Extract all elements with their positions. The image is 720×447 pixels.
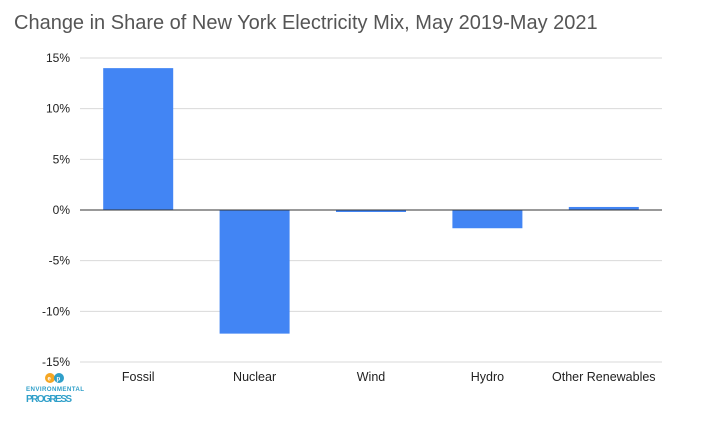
y-tick-label: -10% (42, 304, 70, 318)
x-category-label: Hydro (471, 370, 504, 384)
bar-fossil (103, 68, 174, 210)
y-tick-labels: 15% 10% 5% 0% -5% -10% -15% (42, 51, 70, 369)
svg-text:p: p (57, 377, 61, 383)
logo-text-line2: PROGRESS (26, 394, 72, 405)
ep-logo-icon: e p (45, 373, 64, 383)
y-tick-label: 0% (53, 203, 71, 217)
y-tick-label: 5% (53, 152, 71, 166)
x-category-label: Nuclear (233, 370, 276, 384)
environmental-progress-logo: e p ENVIRONMENTAL PROGRESS (26, 373, 84, 405)
x-category-labels: Fossil Nuclear Wind Hydro Other Renewables (122, 370, 656, 384)
y-tick-label: -5% (49, 254, 71, 268)
svg-text:e: e (48, 377, 52, 383)
x-category-label: Wind (357, 370, 386, 384)
bar-nuclear (219, 210, 290, 334)
bar-hydro (452, 210, 523, 229)
gridlines (80, 57, 662, 363)
x-category-label: Fossil (122, 370, 155, 384)
x-category-label: Other Renewables (552, 370, 656, 384)
y-tick-label: 10% (46, 102, 70, 116)
bars (103, 68, 639, 334)
y-tick-label: -15% (42, 355, 70, 369)
chart-title: Change in Share of New York Electricity … (14, 12, 598, 34)
y-tick-label: 15% (46, 51, 70, 65)
bar-wind (336, 210, 406, 212)
bar-other-renewables (568, 206, 639, 210)
logo-text-line1: ENVIRONMENTAL (26, 386, 84, 393)
